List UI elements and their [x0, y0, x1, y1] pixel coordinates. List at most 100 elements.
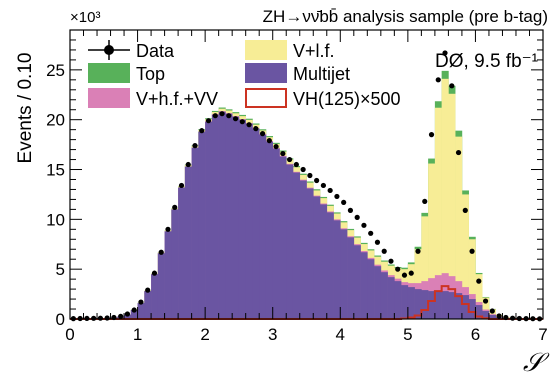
data-point: [469, 248, 475, 254]
y-axis-multiplier: ×10³: [70, 9, 100, 26]
y-axis-label: Events / 0.10: [15, 53, 36, 164]
y-tick-label: 5: [56, 260, 65, 279]
legend-swatch: [88, 63, 130, 83]
data-point: [212, 113, 218, 119]
legend-label: Multijet: [293, 64, 350, 84]
data-point: [232, 116, 239, 122]
data-point: [118, 313, 124, 319]
chart-annotation: DØ, 9.5 fb⁻¹: [435, 51, 538, 72]
chart-title: ZH→νν̄bb̄ analysis sample (pre b-tag): [263, 7, 548, 26]
data-point: [165, 226, 171, 232]
data-point: [314, 177, 320, 184]
data-point: [354, 214, 360, 220]
data-point: [138, 299, 144, 305]
bar-multijet: [218, 111, 226, 319]
data-point: [489, 308, 495, 314]
data-point: [462, 207, 468, 213]
data-point: [320, 182, 326, 189]
bar-multijet: [434, 291, 442, 319]
data-point: [273, 143, 279, 150]
bar-multijet: [448, 292, 456, 319]
bar-multijet: [252, 128, 260, 319]
data-point: [334, 193, 340, 200]
bar-multijet: [137, 303, 145, 319]
data-point: [185, 161, 191, 168]
bar-multijet: [455, 293, 463, 319]
x-axis-label: 𝒮: [523, 347, 550, 376]
data-point: [300, 166, 306, 173]
data-point: [246, 122, 252, 128]
bar-multijet: [191, 147, 199, 319]
legend-entry-top: Top: [88, 63, 165, 84]
x-tick-label: 1: [133, 325, 142, 344]
bar-multijet: [306, 188, 314, 319]
data-point: [455, 149, 462, 156]
bar-multijet: [428, 291, 436, 319]
legend-swatch: [88, 88, 130, 108]
stacked-histogram: [70, 70, 544, 320]
legend-swatch: [245, 88, 287, 108]
bar-multijet: [326, 212, 334, 319]
data-point: [253, 126, 259, 132]
bar-multijet: [130, 310, 138, 319]
legend-entry-v-h-f-vv: V+h.f.+VV: [88, 88, 218, 109]
bar-v-l-f-: [475, 274, 483, 319]
data-point: [151, 270, 158, 276]
bar-v-l-f-: [468, 239, 476, 319]
data-point: [395, 266, 401, 272]
data-point: [293, 161, 299, 168]
y-tick-label: 10: [46, 210, 65, 229]
bar-v-l-f-: [482, 297, 490, 319]
bar-multijet: [394, 281, 402, 319]
bar-multijet: [245, 123, 253, 319]
data-point: [408, 270, 414, 276]
x-tick-label: 4: [336, 325, 345, 344]
bar-multijet: [475, 305, 483, 319]
bar-multijet: [421, 290, 429, 319]
axes: 0 1 2 3 4 5 6 7 0 5 10 15 20 25: [46, 29, 548, 344]
data-point: [401, 272, 408, 278]
bar-multijet: [461, 295, 469, 319]
bar-v-l-f-: [428, 163, 436, 319]
data-point: [97, 315, 104, 321]
bar-multijet: [380, 272, 388, 319]
bar-multijet: [272, 148, 280, 319]
data-point: [327, 187, 333, 194]
bar-multijet: [205, 121, 213, 319]
bar-multijet: [441, 291, 449, 319]
bar-multijet: [151, 274, 159, 319]
bar-v-l-f-: [448, 93, 456, 319]
bar-multijet: [279, 156, 287, 319]
bar-v-l-f-: [461, 194, 469, 319]
legend-label: Top: [136, 64, 165, 84]
data-point: [422, 198, 428, 205]
legend-label: Data: [136, 41, 175, 61]
data-point: [124, 311, 131, 317]
x-tick-label: 7: [538, 325, 547, 344]
legend-swatch: [104, 45, 114, 55]
y-tick-label: 25: [46, 61, 65, 80]
data-point: [219, 111, 225, 117]
data-point: [374, 239, 381, 245]
bar-multijet: [340, 229, 348, 319]
x-tick-label: 0: [65, 325, 74, 344]
x-tick-label: 3: [268, 325, 277, 344]
data-point: [428, 132, 435, 138]
bar-multijet: [401, 285, 409, 319]
data-point: [178, 182, 185, 189]
data-point: [388, 258, 394, 264]
data-point: [341, 199, 347, 206]
data-point: [476, 278, 482, 284]
data-point: [205, 118, 212, 124]
bar-multijet: [407, 287, 415, 319]
legend-swatch: [245, 40, 287, 60]
bar-multijet: [178, 187, 186, 319]
data-point: [192, 143, 198, 149]
bar-v-l-f-: [421, 216, 429, 319]
data-point: [239, 119, 245, 125]
x-tick-label: 6: [471, 325, 480, 344]
bar-multijet: [124, 314, 132, 319]
data-point: [361, 222, 367, 228]
legend-label: VH(125)×500: [293, 89, 401, 109]
